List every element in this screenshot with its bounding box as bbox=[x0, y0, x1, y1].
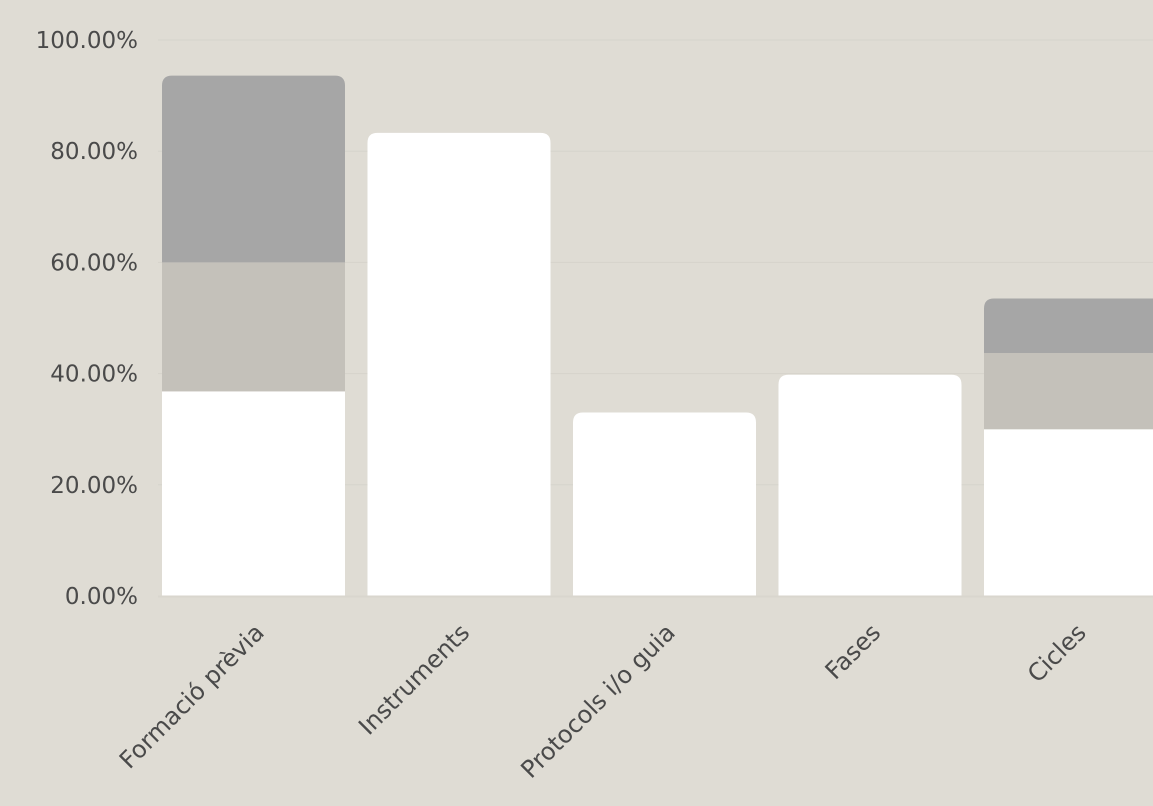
bar-2-segment-0[interactable] bbox=[573, 412, 756, 596]
y-axis-tick-labels: 0.00% 20.00% 40.00% 60.00% 80.00% 100.00% bbox=[36, 28, 138, 610]
bar-0-segment-1[interactable] bbox=[162, 262, 345, 392]
x-tick-label-1: Instruments bbox=[353, 618, 475, 740]
bar-3-segment-0[interactable] bbox=[778, 374, 962, 596]
bar-1-segment-0[interactable] bbox=[367, 132, 551, 597]
y-tick-label-2: 40.00% bbox=[50, 362, 138, 388]
y-tick-label-4: 80.00% bbox=[50, 139, 138, 165]
y-tick-label-0: 0.00% bbox=[65, 584, 138, 610]
y-tick-label-3: 60.00% bbox=[50, 250, 138, 276]
x-axis-tick-labels: Formació prèvia Instruments Protocols i/o … bbox=[114, 618, 1092, 783]
x-tick-label-0: Formació prèvia bbox=[114, 618, 270, 774]
x-tick-label-4: Cicles bbox=[1022, 618, 1092, 688]
bar-0-segment-2[interactable] bbox=[162, 75, 345, 263]
y-tick-label-1: 20.00% bbox=[50, 473, 138, 499]
y-tick-label-5: 100.00% bbox=[36, 28, 138, 54]
bar-4-segment-1[interactable] bbox=[984, 353, 1153, 430]
bar-4-segment-0[interactable] bbox=[984, 429, 1153, 596]
bars bbox=[162, 75, 1153, 597]
bar-0-segment-0[interactable] bbox=[162, 391, 345, 596]
bar-4-segment-2[interactable] bbox=[984, 298, 1153, 354]
x-tick-label-3: Fases bbox=[820, 618, 887, 685]
x-tick-label-2: Protocols i/o guia bbox=[515, 618, 680, 783]
